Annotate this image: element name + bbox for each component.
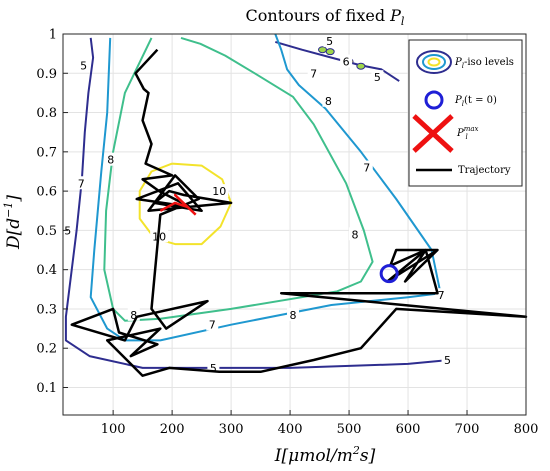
y-tick-label: 0.6 [36,185,57,200]
contour-label: 8 [107,154,114,167]
start-marker [379,264,399,284]
contour-label: 7 [209,319,216,332]
legend-item-iso: Pl-iso levels [416,50,514,74]
contour-label: 7 [438,289,445,302]
y-tick-label: 0.2 [36,342,57,357]
legend-max-sub: l [466,133,468,141]
x-tick-label: 500 [337,422,362,437]
legend-max-sup: max [464,125,479,133]
contour-label-bg [323,34,336,48]
x-tick-label: 100 [101,422,126,437]
contour-level-10 [138,162,233,246]
legend-start-sub: l [462,100,464,108]
contour-label: 6 [343,55,350,68]
y-axis-label-main: D[d [4,218,24,250]
contour-label: 5 [374,71,381,84]
y-tick-label: 0.5 [36,224,57,239]
contour-label: 7 [310,67,317,80]
y-tick-label: 1 [49,28,57,43]
contour-label-bg [77,58,90,72]
contour-label-bg [340,54,353,68]
y-tick-label: 0.7 [36,145,57,160]
chart-title: Contours of fixed Pl [246,6,405,28]
legend-item-start: Pl(t = 0) [424,90,497,110]
start-circle-icon [424,90,444,110]
chart-title-symbol: P [389,6,401,25]
legend-iso-main: P [454,57,462,68]
legend-start-tail: (t = 0) [464,95,497,106]
axis-ticks: 100 200 300 400 500 600 700 800 0.1 0.2 0.3 0.4 0.5 0… [36,28,538,438]
x-tick-label: 400 [278,422,303,437]
contour-label-bg [348,227,361,241]
trajectory-line [70,48,528,377]
contour-label-bg [104,152,117,166]
contour-label: 8 [351,228,358,241]
y-axis-label-sup: −1 [2,202,15,218]
contour-island [356,62,366,70]
contour-label: 5 [444,354,451,367]
contour-label-bg [307,66,320,80]
y-axis-label-tail: ] [4,195,24,203]
contour-label: 5 [80,59,87,72]
legend-label-max: Pmax l [456,125,479,141]
legend-item-max: Pmax l [412,114,479,153]
legend-max-main: P [456,128,464,139]
legend-label-iso: Pl-iso levels [454,57,514,70]
legend-label-start: Pl(t = 0) [454,95,497,108]
legend-iso-tail: -iso levels [464,57,514,68]
chart-title-prefix: Contours of fixed [246,6,391,25]
contour-label: 5 [326,35,333,48]
contour-label-bg [360,160,373,174]
contour-label: 7 [363,162,370,175]
contour-label-bg [371,70,384,84]
iso-levels-icon [416,50,452,74]
contour-label: 8 [130,309,137,322]
contour-label-bg [287,307,300,321]
legend-item-trajectory: Trajectory [416,165,511,176]
contour-label: 8 [290,309,297,322]
contour-label-bg [210,184,229,198]
x-tick-label: 200 [160,422,185,437]
max-cross-icon [412,114,454,153]
y-tick-label: 0.9 [36,67,57,82]
contour-label: 10 [212,185,226,198]
y-tick-label: 0.8 [36,106,57,121]
legend-start-main: P [454,95,462,106]
contour-label-bg [441,353,454,367]
markers [379,264,399,284]
y-tick-label: 0.1 [36,381,57,396]
y-axis-label: D[d−1] [2,195,24,250]
contour-label-bg [75,176,88,190]
legend-box [408,39,523,187]
x-axis-label-main: I[μmol/m [274,446,353,466]
x-axis-label-sup: 2 [352,444,360,457]
trajectory-near-max [159,193,197,216]
x-tick-label: 300 [219,422,244,437]
contour-label-bg [206,317,219,331]
contour-label-bg [322,93,335,107]
y-tick-label: 0.4 [36,263,57,278]
plot-frame [62,33,527,416]
contour-labels: 555555677777888881010 [61,34,454,375]
legend-iso-sub: l [462,62,464,70]
contour-lines [64,33,450,369]
x-axis-label-tail: s] [360,446,376,466]
contour-label: 8 [325,95,332,108]
x-tick-label: 600 [396,422,421,437]
x-tick-label: 800 [514,422,539,437]
legend: Pl-iso levels Pl(t = 0) Pmax l Trajectory [408,39,523,187]
x-tick-label: 700 [455,422,480,437]
chart-title-subscript: l [401,15,405,28]
legend-label-trajectory: Trajectory [458,165,511,176]
contour-label: 5 [210,362,217,375]
trajectory-layer [70,48,528,377]
x-axis-label: I[μmol/m2s] [274,444,376,466]
contour-level-5 [64,37,450,369]
contour-label: 7 [78,177,85,190]
contour-island [325,48,335,56]
contour-level-8 [103,36,374,322]
y-tick-label: 0.3 [36,302,57,317]
